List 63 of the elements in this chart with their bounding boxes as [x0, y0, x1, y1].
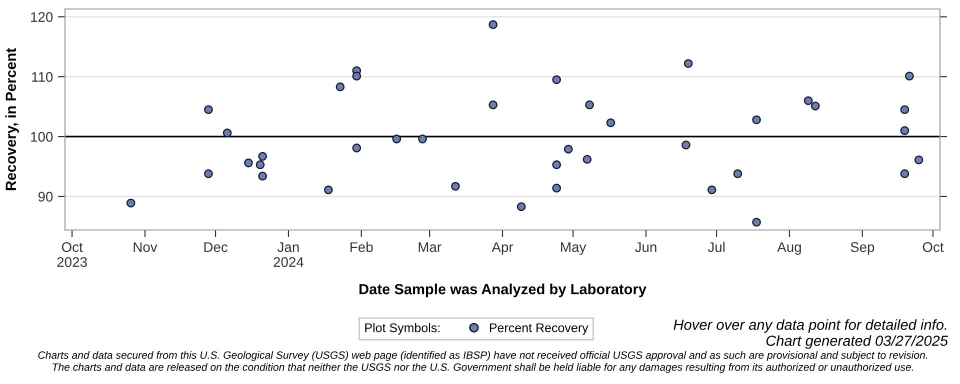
x-tick-label: Jun [635, 242, 656, 252]
x-tick-label: Nov [134, 242, 158, 252]
y-tick-label: 100 [31, 132, 53, 142]
point [126, 198, 136, 208]
point [682, 140, 690, 150]
point [258, 152, 268, 161]
point [900, 126, 910, 136]
point [552, 184, 562, 193]
point [222, 128, 232, 138]
point [804, 96, 813, 106]
point [352, 72, 362, 81]
point [900, 105, 910, 114]
y-tick-label: 90 [38, 192, 53, 202]
point [392, 134, 402, 144]
point [733, 169, 742, 178]
point [752, 218, 761, 227]
y-axis-title: Recovery, in Percent [5, 48, 19, 190]
x-tick-label: Dec [204, 242, 228, 252]
y-tick-label: 110 [32, 72, 53, 82]
text: Charts and data secured from this U.S. Geological Survey (USGS) web page (identified as IBSP) have not received official USGS approval and as such are provisional and subject to revision. [38, 351, 928, 361]
x-tick-label: Mar [418, 242, 442, 252]
point [418, 134, 427, 144]
point [585, 100, 594, 110]
point [352, 144, 362, 152]
point [752, 115, 761, 124]
point [488, 20, 498, 29]
legend-label: Percent Recovery [490, 323, 588, 335]
x-tick-label: Aug [777, 242, 801, 255]
point [684, 59, 693, 68]
text: Chart generated 03/27/2025 [766, 335, 948, 349]
point [707, 185, 716, 194]
y-tick-label: 120 [31, 12, 53, 22]
point [914, 156, 924, 164]
x-tick-label: Oct 2023 [57, 242, 87, 267]
point [810, 102, 820, 110]
x-tick-label: May [561, 242, 586, 255]
point [204, 105, 213, 114]
text: Hover over any data point for detailed info. [674, 319, 946, 333]
point [606, 118, 616, 128]
point [904, 72, 914, 81]
text: The charts and data are released on the condition that neither the USGS nor the U.S. Government shall be held liable for any damages resulting from its authorized or unauthorized use. [52, 363, 914, 373]
point [516, 202, 526, 212]
point [256, 160, 265, 170]
x-tick-label: Apr [492, 242, 514, 255]
point [258, 172, 268, 181]
point [488, 100, 498, 110]
x-tick-label: Jul [708, 242, 724, 252]
point [552, 75, 562, 84]
point [900, 169, 910, 178]
point [204, 169, 213, 178]
x-tick-label: Sep [850, 242, 874, 255]
point [582, 154, 592, 164]
x-axis-title: Date Sample was Analyzed by Laboratory [360, 284, 646, 298]
point [564, 144, 573, 154]
point [336, 82, 345, 92]
x-tick-label: Jan 2024 [274, 242, 304, 267]
point [324, 185, 333, 194]
legend-title: Plot Symbols: [365, 323, 440, 335]
x-tick-label: Feb [350, 242, 373, 252]
point [451, 182, 460, 191]
x-tick-label: Oct [922, 242, 944, 252]
point [244, 158, 253, 168]
point [552, 160, 562, 170]
